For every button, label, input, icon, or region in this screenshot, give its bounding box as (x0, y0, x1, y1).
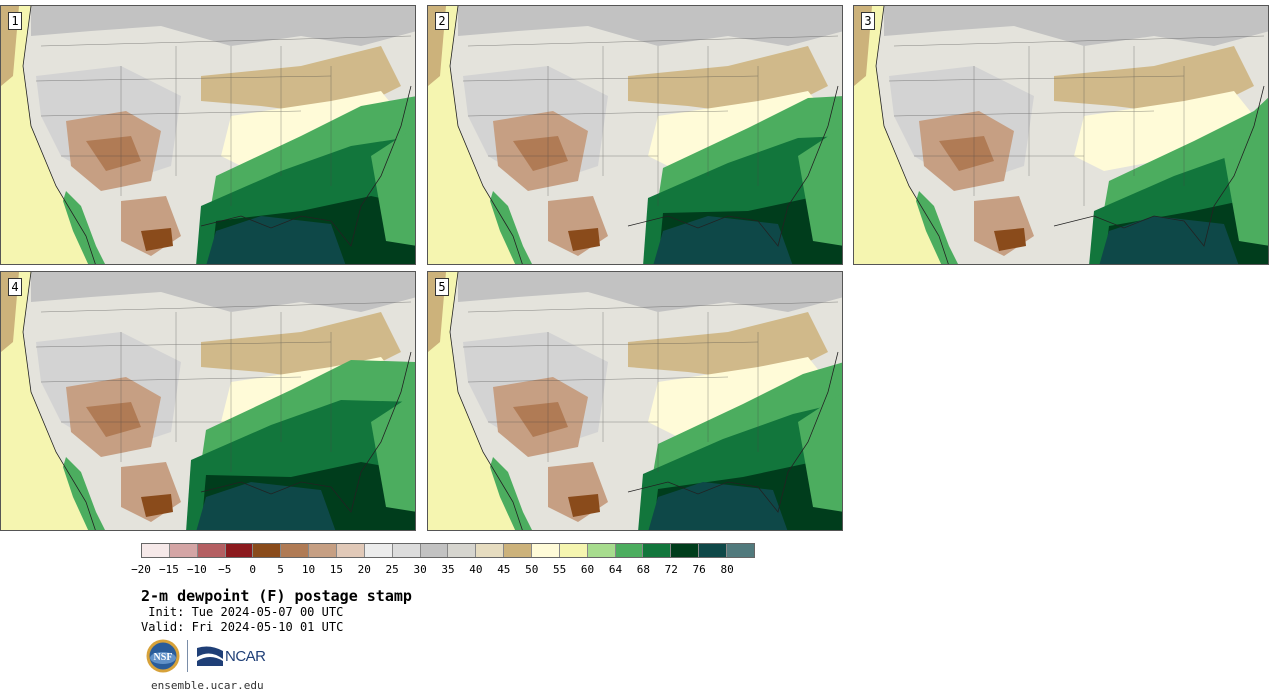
stamp-number-label: 2 (435, 12, 449, 30)
colorbar-swatch (504, 544, 533, 557)
dewpoint-map (428, 6, 842, 264)
colorbar-swatch (699, 544, 728, 557)
colorbar-swatch (643, 544, 672, 557)
valid-time: Valid: Fri 2024-05-10 01 UTC (141, 620, 344, 634)
colorbar-swatch (420, 544, 449, 557)
dewpoint-map (854, 6, 1268, 264)
colorbar-tick: 68 (636, 563, 650, 576)
colorbar-tick: 50 (525, 563, 539, 576)
nsf-logo-text: NSF (154, 652, 173, 663)
colorbar-tick: 40 (469, 563, 483, 576)
colorbar-swatch (615, 544, 644, 557)
colorbar-swatch (142, 544, 170, 557)
colorbar-tick: 5 (277, 563, 284, 576)
colorbar-tick: 45 (497, 563, 511, 576)
colorbar-swatch (587, 544, 616, 557)
colorbar-tick: 55 (553, 563, 567, 576)
colorbar-tick: 0 (249, 563, 256, 576)
colorbar-tick: 64 (608, 563, 623, 576)
stamp-number-label: 4 (8, 278, 22, 296)
logo-divider (187, 640, 188, 672)
dewpoint-colorbar (141, 543, 755, 558)
stamp-number-label: 1 (8, 12, 22, 30)
colorbar-tick: 25 (385, 563, 399, 576)
colorbar-tick: −10 (186, 563, 207, 576)
colorbar-swatch (392, 544, 421, 557)
colorbar-swatch (364, 544, 393, 557)
colorbar-tick: 76 (692, 563, 706, 576)
colorbar-swatch (281, 544, 310, 557)
colorbar-tick: 15 (329, 563, 343, 576)
colorbar-swatch (337, 544, 365, 557)
colorbar-tick-labels: −20 −15 −10 −5 0 5 10 15 20 25 30 35 40 45 50 55 60 64 68 7… (131, 563, 755, 577)
colorbar-tick: 20 (357, 563, 371, 576)
init-time: Init: Tue 2024-05-07 00 UTC (141, 605, 344, 619)
colorbar-swatch (532, 544, 560, 557)
colorbar-swatch (448, 544, 477, 557)
sponsor-logos: NSF NCAR (145, 638, 266, 674)
dewpoint-map (1, 272, 415, 530)
colorbar-swatch (253, 544, 282, 557)
stamp-number-label: 3 (861, 12, 875, 30)
colorbar-tick: 35 (441, 563, 455, 576)
stamp-panel-4: 4 (0, 271, 416, 531)
ncar-logo-text: NCAR (225, 647, 266, 665)
colorbar-swatch (671, 544, 700, 557)
stamp-number-label: 5 (435, 278, 449, 296)
stamp-panel-2: 2 (427, 5, 843, 265)
colorbar-swatch (225, 544, 254, 557)
colorbar-tick: 60 (580, 563, 595, 576)
colorbar-swatch (197, 544, 226, 557)
colorbar-tick: 30 (413, 563, 427, 576)
colorbar-swatch (169, 544, 198, 557)
figure-title: 2-m dewpoint (F) postage stamp (141, 587, 412, 605)
colorbar-tick: −20 (131, 563, 151, 576)
footer-url: ensemble.ucar.edu (151, 679, 264, 692)
colorbar-tick: 80 (720, 563, 734, 576)
colorbar-swatch (309, 544, 338, 557)
stamp-panel-3: 3 (853, 5, 1269, 265)
stamp-panel-5: 5 (427, 271, 843, 531)
stamp-panel-1: 1 (0, 5, 416, 265)
colorbar-swatch (559, 544, 588, 557)
colorbar-swatch (476, 544, 505, 557)
ncar-logo-icon (197, 646, 223, 666)
nsf-logo-icon: NSF (146, 639, 180, 673)
colorbar-tick: −5 (218, 563, 232, 576)
dewpoint-map (1, 6, 415, 264)
colorbar-tick: −15 (158, 563, 179, 576)
colorbar-swatch (727, 544, 754, 557)
colorbar-tick: 72 (664, 563, 678, 576)
colorbar-tick: 10 (301, 563, 316, 576)
dewpoint-map (428, 272, 842, 530)
